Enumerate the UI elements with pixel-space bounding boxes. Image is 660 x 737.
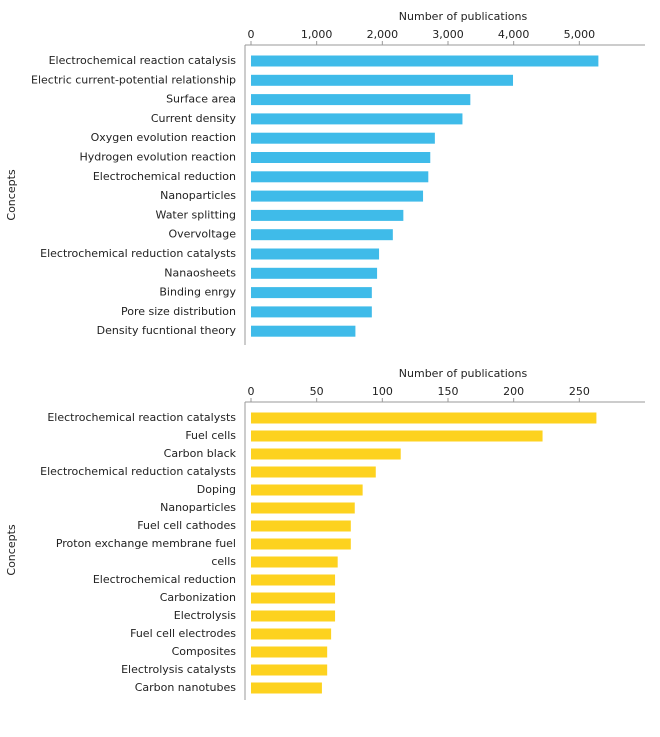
bar [251, 267, 378, 279]
x-tick-label: 0 [248, 385, 255, 398]
bar [251, 682, 322, 694]
bar [251, 325, 356, 337]
bar [251, 592, 336, 604]
y-tick-label: Hydrogen evolution reaction [79, 151, 236, 164]
y-tick-label: Fuel cell cathodes [137, 519, 236, 532]
y-tick-label: Electrochemical reduction catalysts [40, 247, 236, 260]
y-tick-label: Density fucntional theory [97, 324, 237, 337]
y-tick-label: Proton exchange membrane fuel [56, 537, 236, 550]
bar [251, 94, 471, 106]
bar [251, 132, 435, 144]
bar [251, 248, 380, 260]
x-tick-label: 50 [310, 385, 324, 398]
y-tick-label: Carbon nanotubes [135, 681, 237, 694]
x-tick-label: 100 [372, 385, 393, 398]
x-tick-label: 150 [438, 385, 459, 398]
y-tick-label: Electrolysis catalysts [121, 663, 236, 676]
bar [251, 664, 328, 676]
y-tick-label: Current density [151, 112, 237, 125]
y-tick-label: Carbonization [160, 591, 236, 604]
bar [251, 209, 404, 221]
bar [251, 55, 599, 67]
bar [251, 484, 363, 496]
x-axis-title: Number of publications [399, 367, 528, 380]
y-tick-label: cells [211, 555, 236, 568]
bar [251, 287, 372, 299]
x-tick-label: 1,000 [301, 28, 333, 41]
bar [251, 412, 597, 424]
bar [251, 306, 372, 318]
bar [251, 628, 332, 640]
y-tick-label: Electrochemical reduction [93, 170, 236, 183]
y-tick-label: Electrolysis [174, 609, 236, 622]
x-tick-label: 4,000 [498, 28, 530, 41]
bar [251, 556, 338, 568]
bar [251, 190, 424, 202]
x-tick-label: 200 [503, 385, 524, 398]
bar [251, 113, 463, 125]
x-tick-label: 250 [569, 385, 590, 398]
bar [251, 574, 336, 586]
y-tick-label: Doping [197, 483, 236, 496]
bar [251, 610, 336, 622]
x-tick-label: 5,000 [564, 28, 596, 41]
bar [251, 152, 431, 163]
y-tick-label: Electrochemical reaction catalysts [47, 411, 236, 424]
y-tick-label: Electrochemical reduction [93, 573, 236, 586]
y-tick-label: Electrochemical reduction catalysts [40, 465, 236, 478]
y-tick-label: Surface area [166, 93, 236, 106]
bar [251, 466, 376, 478]
y-tick-label: Binding enrgy [159, 286, 236, 299]
x-tick-label: 0 [248, 28, 255, 41]
y-tick-label: Fuel cells [185, 429, 236, 442]
x-tick-label: 3,000 [432, 28, 464, 41]
bar [251, 74, 514, 86]
y-tick-label: Electric current-potential relationship [31, 73, 236, 86]
y-tick-label: Nanaosheets [164, 266, 236, 279]
bar [251, 171, 429, 183]
y-tick-label: Nanoparticles [160, 501, 236, 514]
y-tick-label: Carbon black [164, 447, 237, 460]
bar [251, 502, 355, 514]
x-tick-label: 2,000 [367, 28, 399, 41]
y-axis-title: Concepts [5, 524, 18, 575]
bar [251, 520, 351, 532]
y-tick-label: Water splitting [156, 208, 236, 221]
y-tick-label: Oxygen evolution reaction [91, 131, 236, 144]
y-tick-label: Overvoltage [168, 228, 236, 241]
bar [251, 430, 543, 442]
y-tick-label: Nanoparticles [160, 189, 236, 202]
y-tick-label: Electrochemical reaction catalysis [49, 54, 237, 67]
bar [251, 448, 401, 460]
bar [251, 646, 328, 658]
y-tick-label: Composites [172, 645, 237, 658]
y-axis-title: Concepts [5, 169, 18, 220]
bar [251, 229, 393, 241]
y-tick-label: Pore size distribution [121, 305, 236, 318]
y-tick-label: Fuel cell electrodes [130, 627, 236, 640]
bar [251, 538, 351, 550]
x-axis-title: Number of publications [399, 10, 528, 23]
